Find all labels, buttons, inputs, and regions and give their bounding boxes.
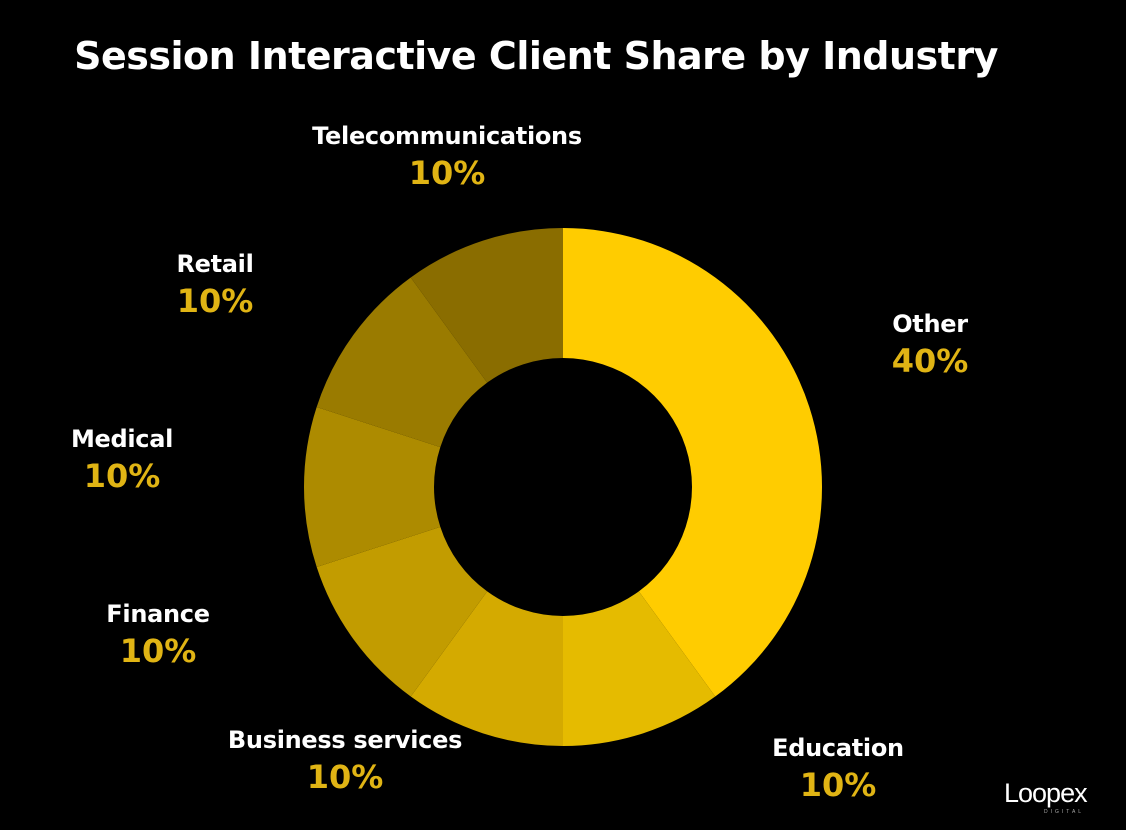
slice-finance [316, 526, 488, 697]
slice-name-retail: Retail [176, 250, 254, 278]
slice-name-medical: Medical [70, 425, 174, 453]
slice-name-telecommunications: Telecommunications [312, 122, 582, 150]
slice-value-medical: 10% [83, 457, 161, 495]
slice-value-telecommunications: 10% [408, 154, 486, 192]
slice-other [563, 228, 822, 697]
svg-text:Loopex: Loopex [1004, 778, 1088, 808]
slice-label-medical: Medical 10% [71, 425, 173, 495]
slice-value-other: 40% [891, 342, 969, 380]
slice-medical [304, 406, 441, 568]
slice-label-retail: Retail 10% [176, 250, 253, 320]
slice-retail [316, 277, 488, 448]
slice-label-telecommunications: Telecommunications 10% [312, 122, 582, 192]
slice-value-finance: 10% [119, 632, 197, 670]
loopex-logo: Loopex DIGITAL [1004, 778, 1089, 815]
slice-label-business-services: Business services 10% [228, 726, 462, 796]
svg-text:DIGITAL: DIGITAL [1044, 809, 1084, 815]
chart-title: Session Interactive Client Share by Indu… [74, 34, 998, 78]
slice-name-education: Education [772, 734, 904, 762]
slice-name-finance: Finance [106, 600, 210, 628]
slice-business-services [410, 591, 563, 746]
slice-value-business-services: 10% [306, 758, 384, 796]
slice-telecommunications [410, 228, 563, 383]
slice-value-education: 10% [799, 766, 877, 804]
slice-value-retail: 10% [176, 282, 254, 320]
slice-education [563, 591, 716, 746]
slice-label-other: Other 40% [892, 310, 969, 380]
slice-label-education: Education 10% [772, 734, 904, 804]
slice-name-other: Other [892, 310, 968, 338]
slice-name-business-services: Business services [227, 726, 463, 754]
slice-label-finance: Finance 10% [106, 600, 210, 670]
